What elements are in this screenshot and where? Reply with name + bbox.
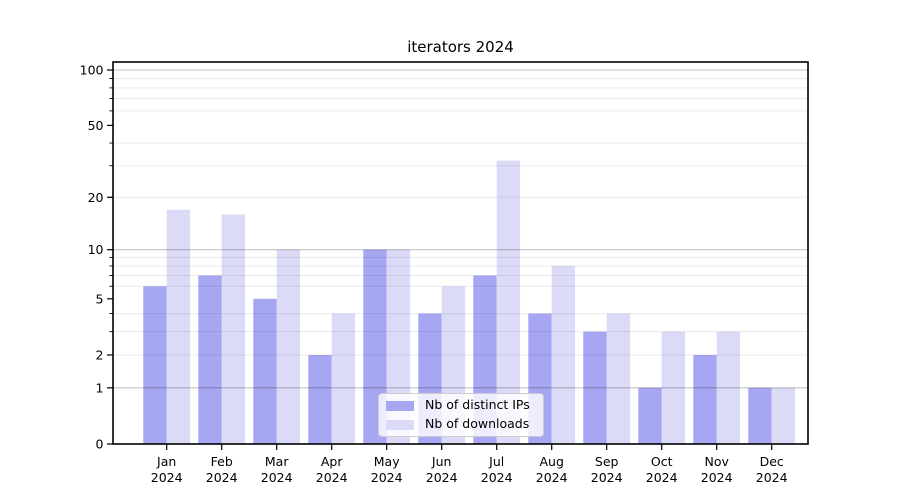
legend-item-downloads: Nb of downloads <box>386 418 543 431</box>
bar-downloads-feb <box>221 214 246 444</box>
x-tick-label-month: Jul <box>488 454 504 469</box>
bar-distinct-ips-sep <box>583 331 607 444</box>
x-tick-label-month: Jan <box>156 454 176 469</box>
legend-label-downloads: Nb of downloads <box>425 416 530 432</box>
y-tick-label: 2 <box>96 347 104 362</box>
bar-distinct-ips-dec <box>748 387 772 444</box>
y-tick-label: 20 <box>88 190 104 205</box>
x-tick-label-month: Aug <box>539 454 563 469</box>
bar-downloads-aug <box>551 265 576 444</box>
x-tick-label-month: Dec <box>760 454 784 469</box>
bar-distinct-ips-jan <box>143 286 167 444</box>
bar-downloads-nov <box>716 331 741 444</box>
x-tick-label-month: Apr <box>321 454 343 469</box>
bar-distinct-ips-oct <box>638 387 662 444</box>
legend-item-distinct-ips: Nb of distinct IPs <box>386 399 543 412</box>
y-tick-label: 5 <box>96 291 104 306</box>
bar-distinct-ips-mar <box>253 298 277 444</box>
bar-downloads-jan <box>166 209 191 444</box>
x-tick-label-year: 2024 <box>536 470 568 485</box>
y-tick-label: 50 <box>88 118 104 133</box>
x-tick-label-month: Jun <box>431 454 452 469</box>
legend-label-distinct-ips: Nb of distinct IPs <box>425 397 530 413</box>
bar-distinct-ips-apr <box>308 354 332 444</box>
y-tick-label: 10 <box>88 242 104 257</box>
x-tick-label-month: Sep <box>595 454 619 469</box>
bar-downloads-sep <box>606 313 631 444</box>
x-tick-label-year: 2024 <box>646 470 678 485</box>
x-tick-label-year: 2024 <box>481 470 513 485</box>
bar-downloads-jul <box>496 160 521 444</box>
x-tick-label-year: 2024 <box>206 470 238 485</box>
x-tick-label-month: Oct <box>651 454 673 469</box>
x-tick-label-year: 2024 <box>316 470 348 485</box>
x-tick-label-year: 2024 <box>591 470 623 485</box>
x-tick-label-year: 2024 <box>701 470 733 485</box>
bar-distinct-ips-nov <box>693 354 717 444</box>
x-tick-label-month: Mar <box>265 454 289 469</box>
x-tick-label-year: 2024 <box>426 470 458 485</box>
y-tick-label: 1 <box>96 380 104 395</box>
bar-downloads-mar <box>276 249 301 444</box>
x-tick-label-month: May <box>374 454 400 469</box>
x-tick-label-year: 2024 <box>756 470 788 485</box>
bar-distinct-ips-feb <box>198 275 222 444</box>
plot-border <box>112 61 809 445</box>
legend-swatch-distinct-ips <box>386 400 414 411</box>
legend: Nb of distinct IPs Nb of downloads <box>378 393 544 437</box>
bar-downloads-dec <box>771 387 796 444</box>
x-tick-label-year: 2024 <box>371 470 403 485</box>
x-tick-label-month: Feb <box>211 454 233 469</box>
x-tick-label-year: 2024 <box>261 470 293 485</box>
bar-downloads-apr <box>331 313 356 444</box>
x-tick-label-year: 2024 <box>151 470 183 485</box>
chart-title: iterators 2024 <box>407 38 514 56</box>
x-tick-label-month: Nov <box>704 454 729 469</box>
y-tick-label: 100 <box>80 63 104 78</box>
y-tick-label: 0 <box>96 437 104 452</box>
legend-swatch-downloads <box>386 419 414 430</box>
bar-downloads-oct <box>661 331 686 444</box>
